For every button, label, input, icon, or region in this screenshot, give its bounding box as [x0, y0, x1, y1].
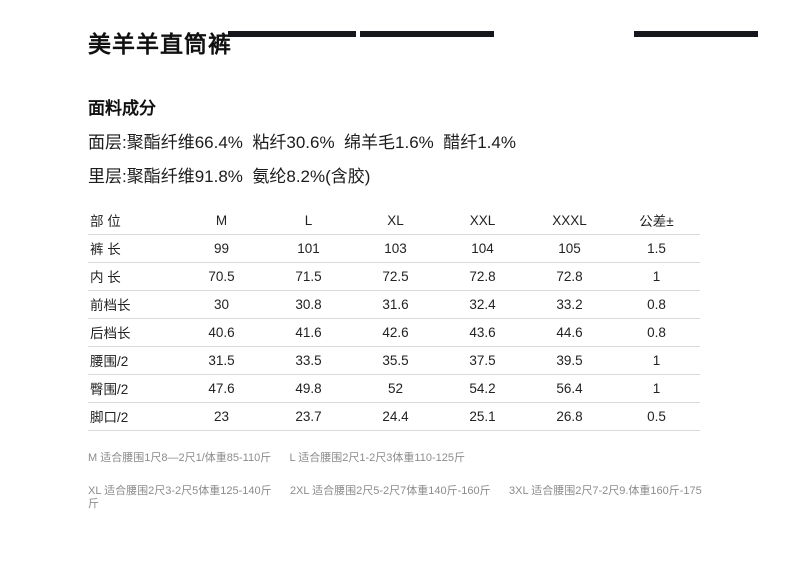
- size-table-head: 部 位 M L XL XXL XXXL 公差±: [88, 206, 700, 235]
- size-table-row-label: 后档长: [88, 318, 178, 347]
- cropped-images-top: [0, 31, 790, 38]
- column-header-xxxl: XXXL: [526, 206, 613, 235]
- size-table-cell: 33.5: [265, 346, 352, 375]
- size-table-cell: 0.5: [613, 402, 700, 431]
- size-table-cell: 39.5: [526, 346, 613, 375]
- size-table-cell: 32.4: [439, 290, 526, 319]
- size-table-cell: 49.8: [265, 374, 352, 403]
- size-table-row: 臀围/2 47.6 49.8 52 54.2 56.4 1: [88, 374, 700, 403]
- size-table-cell: 31.5: [178, 346, 265, 375]
- column-header-xl: XL: [352, 206, 439, 235]
- size-table-cell: 26.8: [526, 402, 613, 431]
- size-table-row-label: 臀围/2: [88, 374, 178, 403]
- size-table-cell: 105: [526, 234, 613, 263]
- size-table-cell: 47.6: [178, 374, 265, 403]
- size-table-row-label: 裤 长: [88, 234, 178, 263]
- size-table-cell: 30: [178, 290, 265, 319]
- size-table-row: 后档长 40.6 41.6 42.6 43.6 44.6 0.8: [88, 318, 700, 347]
- column-header-m: M: [178, 206, 265, 235]
- size-table-cell: 104: [439, 234, 526, 263]
- cropped-image-strip: [228, 31, 356, 37]
- size-table-cell: 52: [352, 374, 439, 403]
- size-table-cell: 0.8: [613, 290, 700, 319]
- size-table-row: 内 长 70.5 71.5 72.5 72.8 72.8 1: [88, 262, 700, 291]
- size-table-cell: 1: [613, 262, 700, 291]
- size-table-cell: 99: [178, 234, 265, 263]
- column-header-part: 部 位: [88, 206, 178, 235]
- size-table-cell: 71.5: [265, 262, 352, 291]
- size-table-cell: 23: [178, 402, 265, 431]
- size-table-cell: 40.6: [178, 318, 265, 347]
- size-table-cell: 30.8: [265, 290, 352, 319]
- cropped-image-strip: [360, 31, 494, 37]
- size-table-cell: 43.6: [439, 318, 526, 347]
- size-table-cell: 56.4: [526, 374, 613, 403]
- size-table-cell: 72.8: [439, 262, 526, 291]
- size-table-cell: 33.2: [526, 290, 613, 319]
- size-table-row: 腰围/2 31.5 33.5 35.5 37.5 39.5 1: [88, 346, 700, 375]
- size-table-cell: 23.7: [265, 402, 352, 431]
- size-table-cell: 1: [613, 374, 700, 403]
- size-table-row-label: 脚口/2: [88, 402, 178, 431]
- column-header-xxl: XXL: [439, 206, 526, 235]
- size-table-cell: 0.8: [613, 318, 700, 347]
- size-note-line-2: XL 适合腰围2尺3-2尺5体重125-140斤 2XL 适合腰围2尺5-2尺7…: [88, 485, 702, 511]
- size-note-line-1: M 适合腰围1尺8—2尺1/体重85-110斤 L 适合腰围2尺1-2尺3体重1…: [88, 451, 465, 464]
- size-table-cell: 103: [352, 234, 439, 263]
- size-table-cell: 44.6: [526, 318, 613, 347]
- size-table-cell: 101: [265, 234, 352, 263]
- size-table-row: 前档长 30 30.8 31.6 32.4 33.2 0.8: [88, 290, 700, 319]
- size-table-row-label: 前档长: [88, 290, 178, 319]
- size-table-cell: 72.5: [352, 262, 439, 291]
- size-table-row-label: 内 长: [88, 262, 178, 291]
- size-table-cell: 31.6: [352, 290, 439, 319]
- product-title: 美羊羊直筒裤: [88, 31, 232, 57]
- size-table-cell: 41.6: [265, 318, 352, 347]
- size-table-cell: 1: [613, 346, 700, 375]
- product-detail-section: 美羊羊直筒裤 面料成分 面层:聚酯纤维66.4% 粘纤30.6% 绵羊毛1.6%…: [0, 31, 790, 512]
- fabric-section-heading: 面料成分: [88, 98, 156, 118]
- size-table-row-label: 腰围/2: [88, 346, 178, 375]
- size-table-header-row: 部 位 M L XL XXL XXXL 公差±: [88, 206, 700, 235]
- column-header-tolerance: 公差±: [613, 206, 700, 235]
- cropped-image-strip: [634, 31, 758, 37]
- size-table-cell: 24.4: [352, 402, 439, 431]
- size-chart-table: 部 位 M L XL XXL XXXL 公差± 裤 长 99 101 103 104 10…: [88, 206, 700, 431]
- size-table-cell: 72.8: [526, 262, 613, 291]
- size-table-cell: 70.5: [178, 262, 265, 291]
- size-table-cell: 42.6: [352, 318, 439, 347]
- size-table-cell: 35.5: [352, 346, 439, 375]
- size-table-body: 裤 长 99 101 103 104 105 1.5 内 长 70.5 71.5 72.5 72.8 7…: [88, 234, 700, 431]
- size-table-cell: 1.5: [613, 234, 700, 263]
- size-table-cell: 54.2: [439, 374, 526, 403]
- size-table-row: 脚口/2 23 23.7 24.4 25.1 26.8 0.5: [88, 402, 700, 431]
- size-table-cell: 25.1: [439, 402, 526, 431]
- size-table-row: 裤 长 99 101 103 104 105 1.5: [88, 234, 700, 263]
- size-table-cell: 37.5: [439, 346, 526, 375]
- column-header-l: L: [265, 206, 352, 235]
- fabric-inner-layer-text: 里层:聚酯纤维91.8% 氨纶8.2%(含胶): [88, 167, 371, 187]
- fabric-outer-layer-text: 面层:聚酯纤维66.4% 粘纤30.6% 绵羊毛1.6% 醋纤1.4%: [88, 132, 516, 152]
